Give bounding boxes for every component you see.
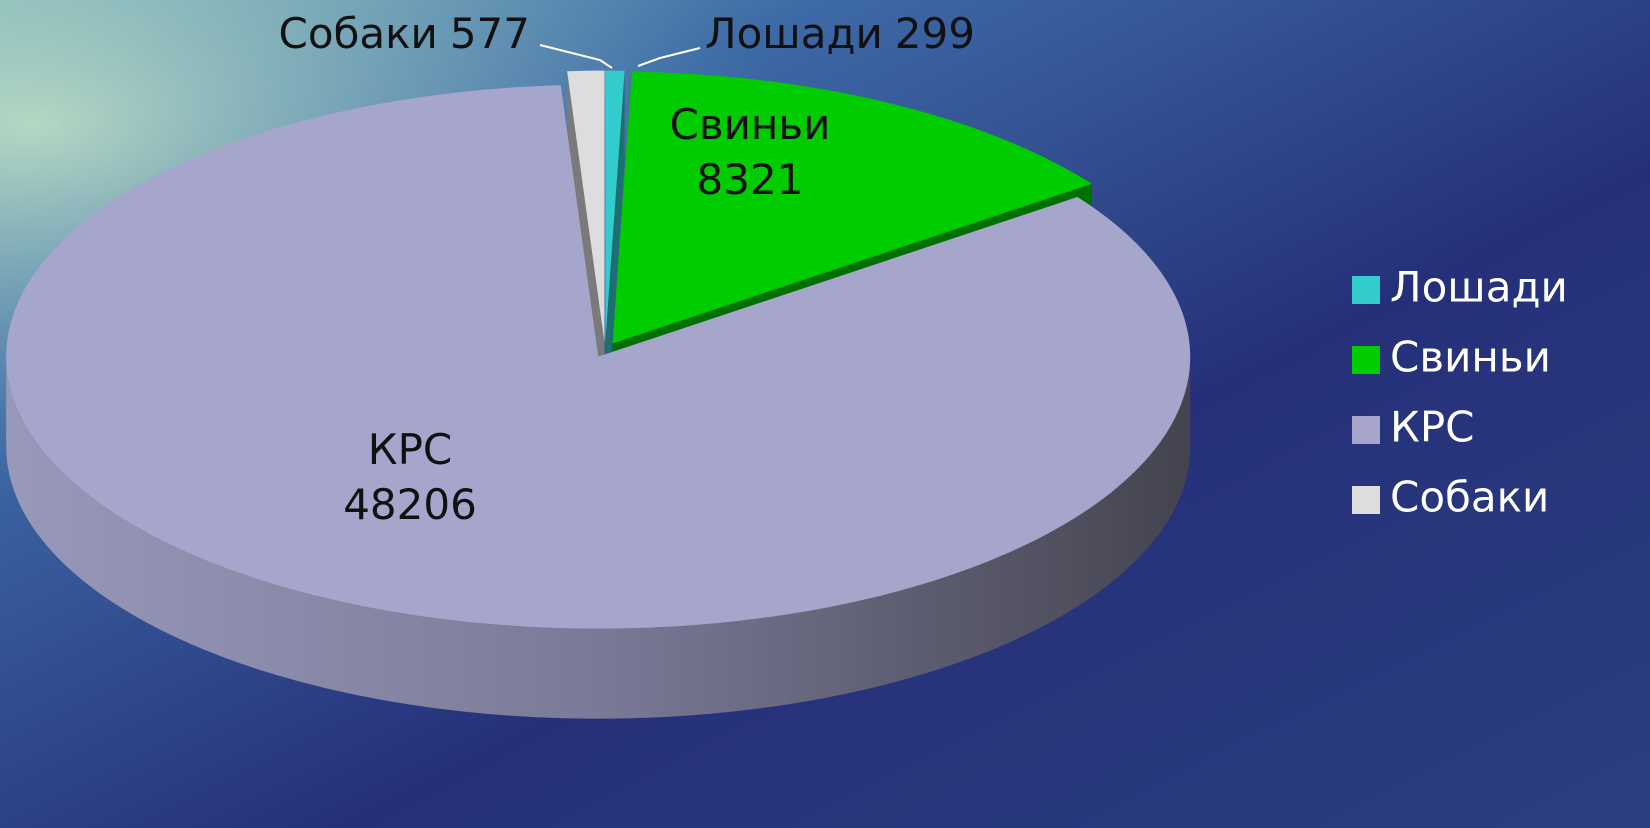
legend-label: Свиньи <box>1390 333 1551 382</box>
label-value: 577 <box>450 9 530 58</box>
label-category: Собаки <box>279 9 438 58</box>
data-label: Собаки 577 <box>279 9 531 58</box>
legend-label: Лошади <box>1390 263 1568 312</box>
legend-label: Собаки <box>1390 473 1549 522</box>
legend-swatch <box>1352 276 1380 304</box>
slice-radial-face <box>605 70 625 433</box>
legend-swatch <box>1352 416 1380 444</box>
leader-line <box>539 44 613 69</box>
data-label: КРС 48206 <box>343 425 477 529</box>
label-value: 299 <box>895 9 975 58</box>
data-labels: Лошади 299 Свиньи 8321 КРС 48206 Собаки 577 <box>279 9 975 529</box>
pie <box>6 70 1191 719</box>
label-value: 8321 <box>697 155 804 204</box>
slice-top <box>6 85 1191 629</box>
leader-line <box>637 47 701 67</box>
slice-top <box>567 70 605 343</box>
slice-side <box>6 356 1191 719</box>
legend-swatch <box>1352 346 1380 374</box>
label-category: Свиньи <box>670 100 831 149</box>
legend-label: КРС <box>1390 403 1474 452</box>
slice-top <box>605 70 625 343</box>
data-label: Свиньи 8321 <box>670 100 831 204</box>
slice-top <box>612 71 1092 344</box>
legend-swatch <box>1352 486 1380 514</box>
label-category: КРС <box>368 425 452 474</box>
label-value: 48206 <box>343 480 477 529</box>
data-label: Лошади 299 <box>705 9 975 58</box>
legend: Лошади Свиньи КРС Собаки <box>1352 263 1568 522</box>
label-category: Лошади <box>705 9 883 58</box>
